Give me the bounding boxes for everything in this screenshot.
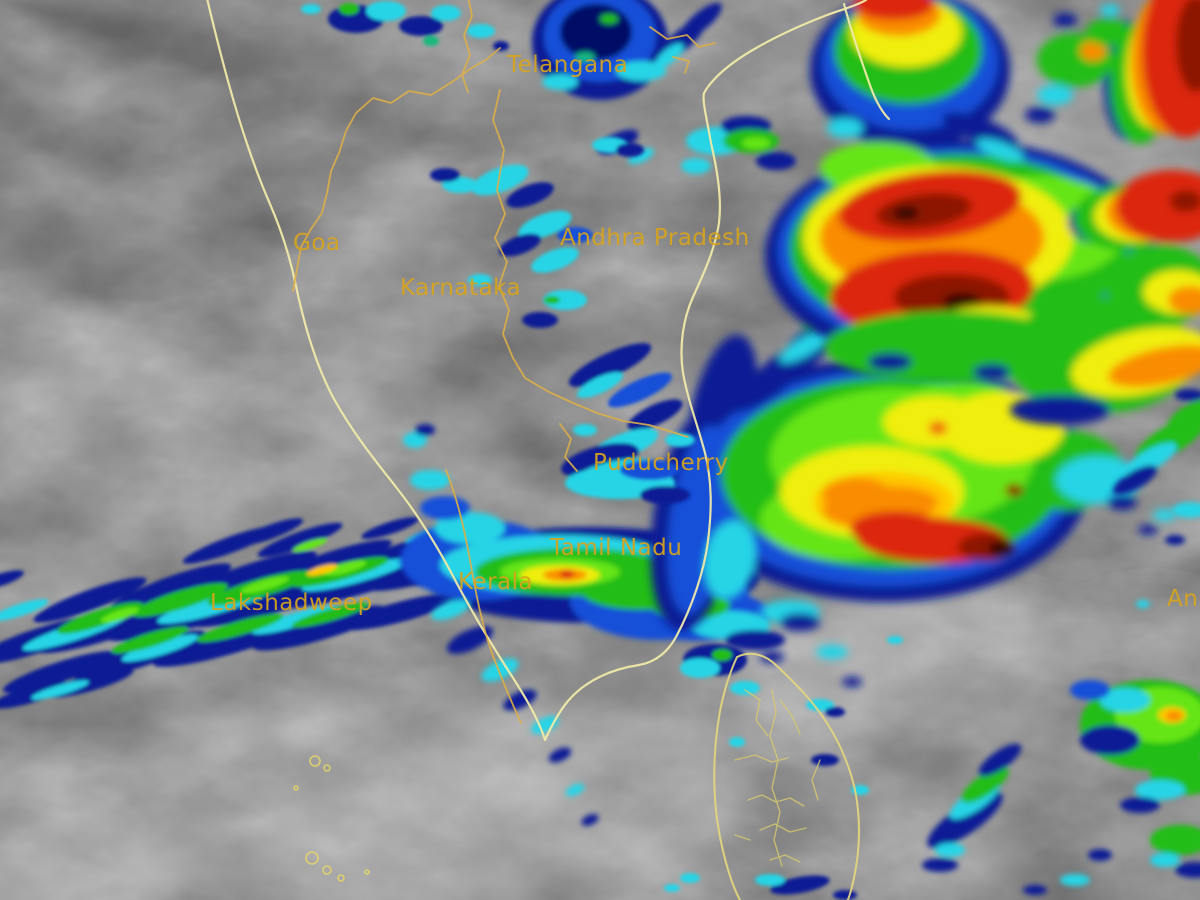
map-label-andhra-pradesh: Andhra Pradesh	[560, 225, 750, 251]
map-label-goa: Goa	[293, 230, 341, 256]
state-boundaries	[206, 0, 891, 900]
map-label-andaman-truncated: An	[1167, 586, 1198, 612]
map-label-puducherry: Puducherry	[593, 450, 729, 476]
rain-northeast-complex	[765, 0, 1200, 425]
map-label-kerala: Kerala	[458, 569, 533, 595]
map-label-tamil-nadu: Tamil Nadu	[549, 535, 682, 561]
rain-karnataka-cells	[430, 137, 644, 328]
srilanka-district-lines	[734, 689, 821, 867]
rain-coastal-streaks	[561, 343, 695, 504]
map-label-telangana: Telangana	[506, 52, 628, 78]
srilanka-outline	[713, 652, 860, 900]
rain-offshore-green-mass	[650, 244, 1177, 687]
rain-topleft-cells	[301, 1, 509, 51]
lakshadweep-islands	[293, 755, 370, 882]
rain-southeast-patches	[922, 389, 1200, 895]
india-coastline	[206, 0, 868, 742]
map-label-lakshadweep: Lakshadweep	[210, 590, 373, 616]
map-labels: Telangana Andhra Pradesh Goa Karnataka P…	[210, 52, 1198, 616]
map-label-karnataka: Karnataka	[400, 275, 521, 301]
andhra-coast-segment	[842, 2, 891, 121]
state-border-lines	[292, 0, 716, 724]
